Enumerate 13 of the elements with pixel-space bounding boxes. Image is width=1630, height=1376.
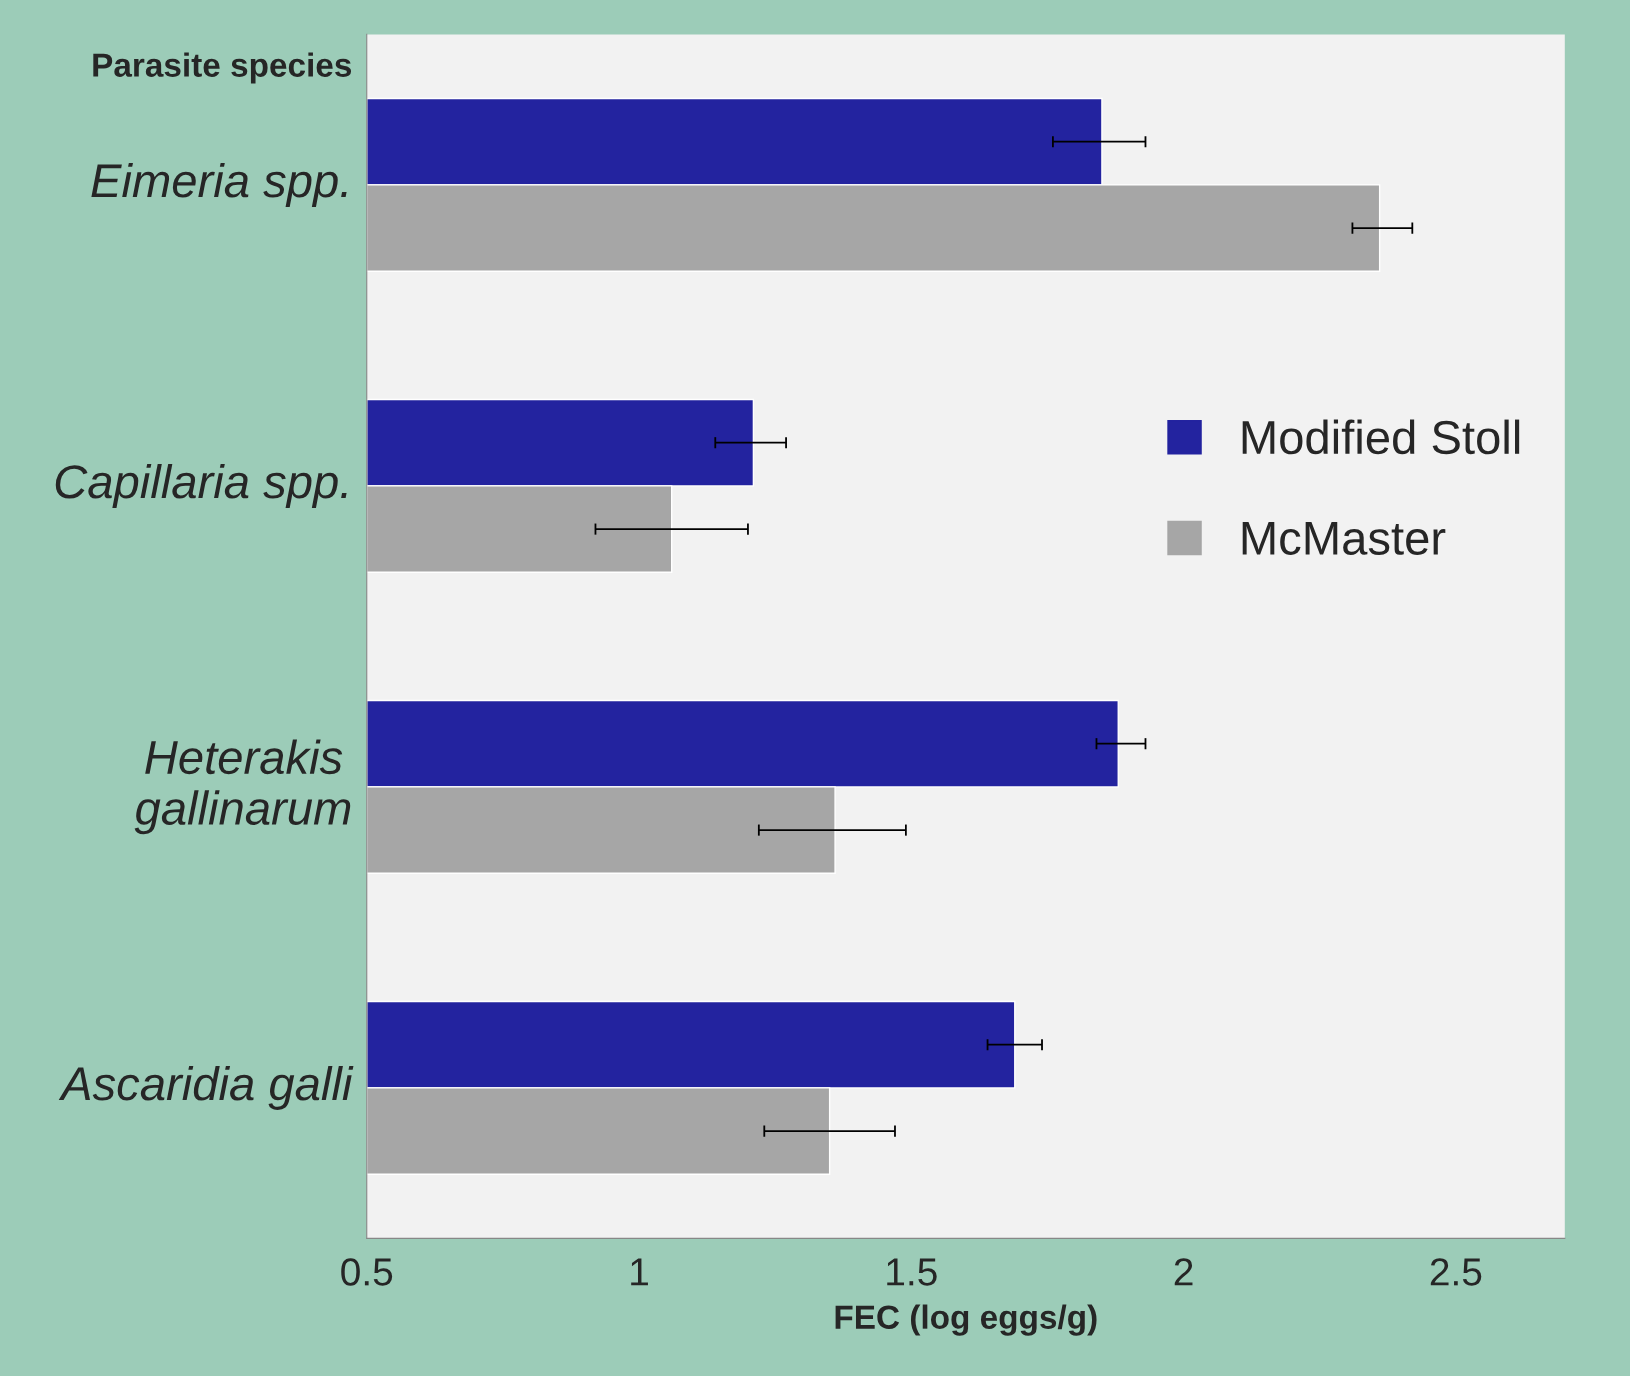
x-tick-label: 1.5 (887, 1258, 937, 1286)
y-axis-title: Parasite species (93, 52, 352, 84)
x-tick-label: 2.5 (1430, 1258, 1482, 1286)
x-axis-title: FEC (log eggs/g) (835, 1304, 1097, 1336)
y-tick-label: Ascaridia galli (58, 1065, 354, 1110)
x-tick-label: 0.5 (341, 1258, 393, 1286)
y-tick-label: Heterakis gallinarum (134, 739, 351, 835)
x-tick-label: 1 (631, 1258, 648, 1286)
y-tick-label: Eimeria spp. (91, 162, 347, 207)
legend-label: Modified Stoll (1242, 419, 1520, 455)
x-tick-label: 2 (1174, 1258, 1193, 1286)
legend-label: McMaster (1242, 521, 1446, 555)
y-tick-label: Capillaria spp. (55, 463, 347, 508)
